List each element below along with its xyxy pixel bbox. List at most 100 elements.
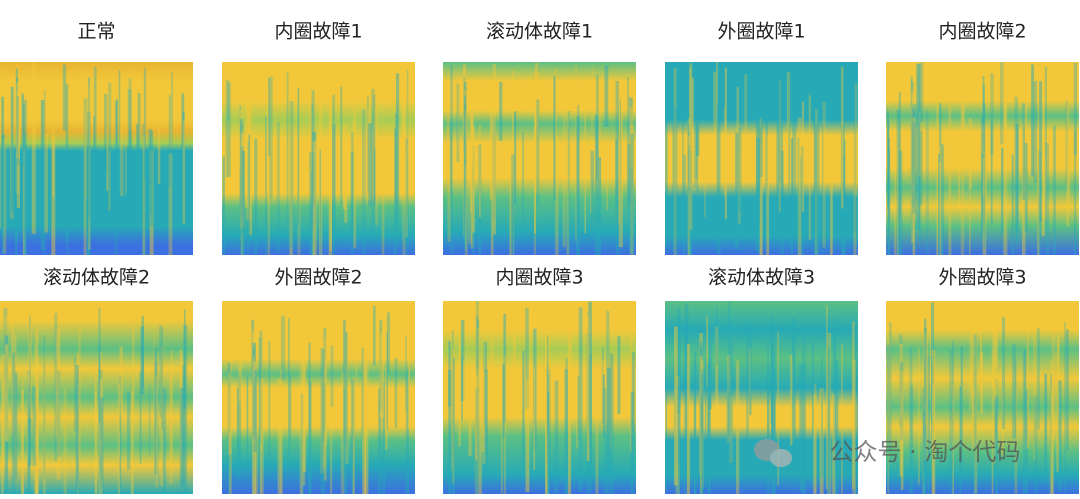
- texture: [729, 396, 734, 463]
- texture: [724, 67, 727, 220]
- texture: [927, 356, 930, 494]
- texture: [153, 333, 156, 468]
- panel-title: 内圈故障1: [274, 21, 362, 43]
- texture: [63, 388, 67, 494]
- texture: [395, 73, 400, 228]
- texture: [799, 363, 803, 492]
- texture: [778, 80, 781, 213]
- texture: [367, 95, 369, 194]
- texture: [525, 379, 530, 492]
- texture: [587, 312, 590, 473]
- texture: [605, 311, 610, 494]
- texture: [117, 383, 121, 494]
- texture: [577, 376, 580, 441]
- texture: [760, 145, 763, 255]
- texture: [912, 117, 916, 255]
- texture: [509, 146, 512, 255]
- texture: [993, 320, 997, 402]
- texture: [1042, 157, 1047, 220]
- texture: [330, 345, 334, 407]
- texture: [355, 349, 358, 427]
- texture: [1014, 388, 1018, 494]
- spectrogram-image: [886, 301, 1079, 494]
- texture: [340, 86, 343, 205]
- texture: [5, 344, 9, 442]
- texture: [308, 342, 311, 494]
- texture: [0, 109, 2, 229]
- texture: [142, 123, 144, 255]
- texture: [402, 62, 405, 163]
- texture: [143, 151, 147, 255]
- texture: [706, 316, 709, 388]
- texture: [910, 81, 914, 194]
- texture: [960, 97, 965, 255]
- texture: [323, 337, 327, 481]
- texture: [229, 390, 232, 494]
- texture: [896, 147, 899, 255]
- texture: [241, 150, 246, 255]
- texture: [803, 362, 807, 494]
- texture: [308, 381, 312, 494]
- texture: [918, 131, 923, 206]
- texture: [813, 383, 817, 494]
- panel-title: 正常: [77, 21, 115, 43]
- texture: [15, 151, 19, 242]
- texture: [1057, 304, 1060, 452]
- texture: [93, 116, 96, 190]
- texture: [912, 104, 916, 250]
- texture: [492, 63, 496, 235]
- texture: [1031, 64, 1034, 177]
- texture: [894, 128, 897, 255]
- texture: [386, 312, 391, 374]
- texture: [589, 137, 593, 214]
- texture: [240, 123, 245, 256]
- texture: [746, 329, 749, 454]
- texture: [695, 120, 699, 183]
- texture: [266, 85, 269, 194]
- texture: [114, 100, 118, 255]
- texture: [170, 87, 173, 149]
- texture: [484, 369, 488, 480]
- texture: [683, 154, 687, 255]
- texture: [227, 362, 231, 494]
- texture: [457, 72, 460, 156]
- texture: [756, 137, 760, 242]
- texture: [239, 105, 242, 215]
- texture: [533, 366, 536, 471]
- texture: [157, 79, 161, 184]
- texture: [253, 360, 257, 494]
- texture: [386, 332, 389, 430]
- texture: [128, 78, 132, 164]
- texture: [464, 109, 468, 255]
- texture: [252, 342, 257, 439]
- texture: [673, 326, 678, 486]
- texture: [162, 387, 167, 494]
- texture: [792, 69, 797, 218]
- texture: [43, 90, 46, 255]
- wechat-icon: [770, 449, 792, 467]
- texture: [886, 307, 889, 433]
- texture: [168, 153, 173, 255]
- texture: [694, 351, 697, 494]
- texture: [951, 340, 955, 494]
- texture: [547, 335, 549, 458]
- texture: [394, 128, 397, 255]
- texture: [1022, 103, 1026, 201]
- texture: [911, 95, 914, 201]
- texture: [55, 329, 58, 437]
- texture: [150, 130, 154, 226]
- texture: [255, 384, 259, 494]
- texture: [322, 310, 326, 468]
- texture: [924, 328, 927, 468]
- texture: [11, 352, 16, 494]
- texture: [923, 397, 926, 494]
- texture: [350, 151, 354, 235]
- texture: [1036, 328, 1040, 430]
- texture: [168, 372, 173, 485]
- texture: [567, 110, 570, 255]
- texture: [591, 67, 594, 131]
- texture: [394, 357, 398, 428]
- texture: [687, 122, 692, 255]
- texture: [407, 366, 410, 494]
